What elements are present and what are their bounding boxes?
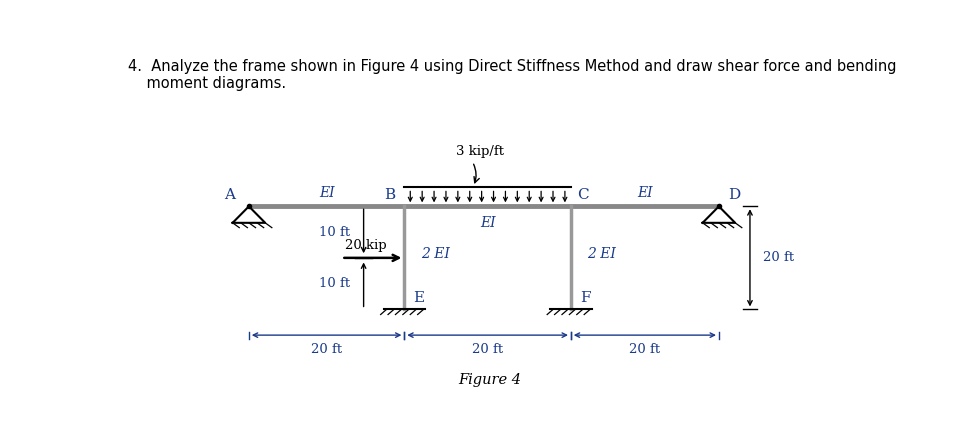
Text: EI: EI (637, 186, 652, 200)
Text: 20 ft: 20 ft (311, 343, 342, 355)
Text: A: A (224, 188, 236, 202)
Polygon shape (233, 206, 265, 223)
Text: 2 EI: 2 EI (587, 248, 616, 261)
Text: 10 ft: 10 ft (319, 226, 350, 239)
Text: 4.  Analyze the frame shown in Figure 4 using Direct Stiffness Method and draw s: 4. Analyze the frame shown in Figure 4 u… (128, 59, 897, 74)
Text: EI: EI (319, 186, 334, 200)
Text: C: C (577, 188, 588, 202)
Text: Figure 4: Figure 4 (458, 373, 520, 387)
Text: E: E (414, 291, 424, 305)
Text: 2 EI: 2 EI (420, 248, 450, 261)
Text: moment diagrams.: moment diagrams. (128, 76, 286, 91)
Text: F: F (580, 291, 590, 305)
Text: 3 kip/ft: 3 kip/ft (456, 145, 504, 158)
Text: 20 kip: 20 kip (345, 240, 387, 252)
Text: 20 ft: 20 ft (629, 343, 661, 355)
Text: EI: EI (479, 216, 496, 230)
Text: 20 ft: 20 ft (763, 252, 795, 264)
Text: B: B (384, 188, 395, 202)
Polygon shape (703, 206, 735, 223)
Text: 20 ft: 20 ft (472, 343, 503, 355)
Text: D: D (728, 188, 740, 202)
Text: 10 ft: 10 ft (319, 277, 350, 290)
